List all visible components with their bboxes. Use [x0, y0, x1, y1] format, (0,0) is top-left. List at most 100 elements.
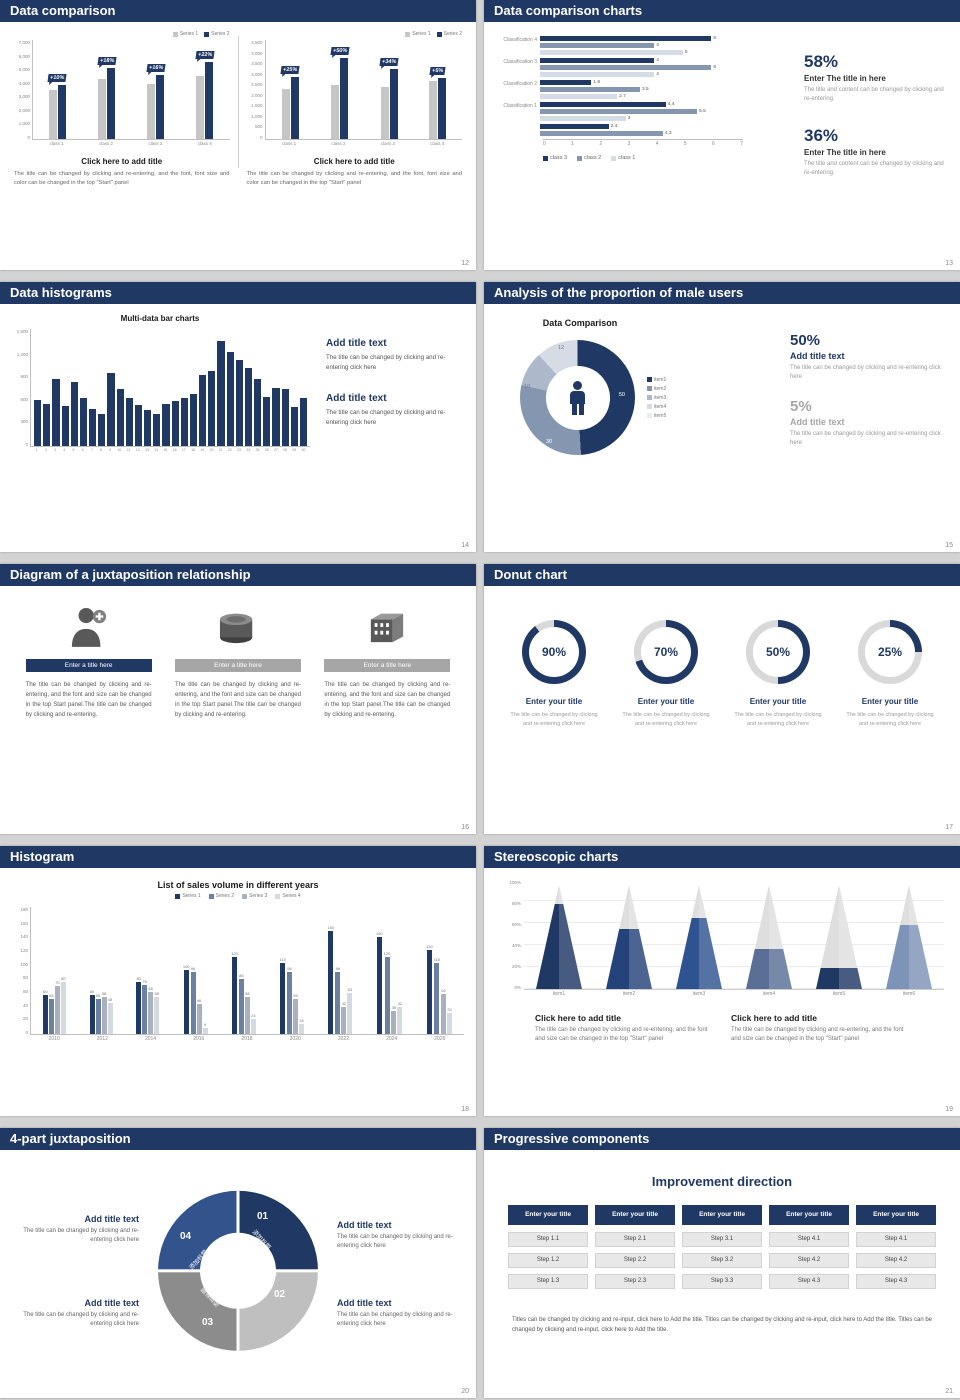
axis-category-label: Classification 4 — [503, 37, 537, 43]
stat-description: The title can be changed by clicking and… — [790, 431, 941, 446]
bar-group: 110 96 55 16 — [280, 957, 304, 1034]
bar-column: 96 — [335, 966, 341, 1034]
legend-label: item2 — [654, 385, 667, 392]
slide-donut-chart[interactable]: Donut chart 90% Enter your title The title… — [484, 564, 960, 834]
y-axis: 7,000 6,000 5,000 4,000 3,000 2,000 1,000 0 — [14, 40, 32, 140]
segment-value-label: 12 — [558, 345, 565, 351]
cone — [536, 885, 582, 989]
bar — [162, 404, 170, 446]
axis-category-label: 2018 — [241, 1036, 253, 1042]
bar-group: +34% — [379, 58, 399, 139]
slide-data-histograms[interactable]: Data histograms Multi-data bar charts 1,… — [0, 282, 476, 552]
segment-number: 02 — [274, 1288, 286, 1300]
bar — [347, 993, 353, 1034]
chart-title: Multi-data bar charts — [120, 314, 200, 323]
axis-category-label: Classification 3 — [503, 59, 537, 65]
horizontal-bar-chart: Classification 4 6 4 5 Classification 3 4 6 4 Cl… — [490, 36, 790, 178]
slide-male-users-analysis[interactable]: Analysis of the proportion of male users… — [484, 282, 960, 552]
axis-category-label: item2 — [622, 991, 636, 997]
donut-percentage: 70% — [641, 627, 691, 677]
slide-histogram[interactable]: Histogram List of sales volume in differ… — [0, 846, 476, 1116]
bar-group: 120 85 58 24 — [231, 951, 256, 1034]
hbar-set: 4.4 5.5 3 — [540, 102, 706, 121]
slide-4-part-juxtaposition[interactable]: 4-part juxtaposition 01 添加标题 02 添加标题 03 添加标题 0… — [0, 1128, 476, 1398]
bar-column: 42 — [397, 1001, 403, 1034]
bar — [79, 398, 88, 446]
slide-stereoscopic-charts[interactable]: Stereoscopic charts 100% 80% 60% 40% 20% 0% i… — [484, 846, 960, 1116]
slide-juxtaposition-diagram[interactable]: Diagram of a juxtaposition relationship … — [0, 564, 476, 834]
hbar-line: 1.8 — [540, 80, 649, 85]
hbar-row: 2.4 4.3 — [490, 124, 790, 136]
column-header-button: Enter your title — [682, 1205, 762, 1225]
value-label: 1.8 — [593, 80, 601, 85]
block-title: Add title text — [337, 1298, 392, 1308]
axis-tick-label: 23 — [237, 448, 242, 452]
page-number: 21 — [945, 1388, 953, 1395]
value-label: 110 — [279, 957, 286, 963]
cone-fill — [816, 968, 862, 989]
bar — [154, 996, 160, 1034]
axis-tick-label: 100% — [509, 880, 521, 885]
axis-tick-label: 40% — [511, 943, 521, 948]
axis-category-label: class 1 — [49, 141, 64, 146]
bar — [148, 992, 154, 1034]
series1-bar — [196, 76, 205, 139]
value-label: 3.5 — [642, 87, 649, 92]
axis-tick-label: 0 — [25, 1029, 28, 1035]
axis-tick-label: 14 — [154, 448, 159, 452]
legend-item: Series 1 — [172, 31, 198, 37]
legend-item: Series 2 — [436, 31, 462, 37]
bar-group: +22% — [195, 50, 215, 139]
text-blocks: Click here to add title The title can be … — [500, 999, 944, 1045]
building-icon — [318, 602, 456, 650]
legend-swatch — [208, 893, 214, 899]
donut-description: The title can be changed by clicking and… — [622, 712, 710, 727]
value-badge: +22% — [195, 50, 215, 59]
x-axis: class 1 class 2 class 3 class 4 — [32, 140, 230, 148]
slide-title: Analysis of the proportion of male users — [494, 285, 744, 300]
step-cell: Step 2.3 — [595, 1274, 675, 1289]
bar — [61, 405, 69, 446]
slide-title: Data histograms — [10, 285, 112, 300]
axis-tick-label: 80 — [22, 975, 28, 981]
bar-column: 130 — [426, 944, 433, 1034]
cone — [606, 885, 652, 989]
step-column: Enter your title Step 3.1 Step 3.2 Step 3.3 — [682, 1205, 762, 1295]
axis-tick-label: 4 — [63, 448, 66, 452]
bar-column: 76 — [142, 979, 148, 1034]
y-axis: 100% 80% 60% 40% 20% 0% — [500, 880, 524, 990]
legend-item: Series 3 — [242, 893, 267, 899]
axis-tick-label: 2,000 — [18, 107, 30, 113]
series2-bar — [340, 58, 349, 139]
male-icon-head — [573, 380, 582, 390]
slide-data-comparison[interactable]: Data comparison Series 1 Series 2 7,000 6,0… — [0, 0, 476, 270]
bar-pair — [49, 85, 67, 139]
legend-label: Series 3 — [249, 893, 268, 899]
legend-swatch — [647, 395, 652, 400]
axis-tick-label: 7 — [90, 448, 93, 452]
bar — [196, 1004, 202, 1034]
axis-tick-label: 22 — [227, 448, 232, 452]
cone-fill — [746, 949, 792, 989]
value-label: 100 — [182, 963, 190, 969]
hbar — [540, 50, 683, 55]
bar-group: 130 110 62 32 — [426, 944, 453, 1034]
axis-tick-label: 180 — [20, 907, 28, 912]
chart-caption-title: Click here to add title — [313, 157, 395, 166]
slide-title-bar: Histogram — [0, 846, 476, 868]
series2-bar — [438, 78, 447, 139]
axis-tick-label: 0% — [514, 985, 521, 990]
value-label: 58 — [245, 990, 250, 996]
block-description: The title can be changed by clicking and… — [23, 1312, 139, 1328]
value-label: 55 — [49, 992, 54, 998]
axis-tick-label: 7,000 — [18, 40, 30, 45]
donut-gauge: 50% — [746, 620, 810, 684]
bar — [441, 994, 447, 1034]
item-description: The title can be changed by clicking and… — [174, 682, 301, 718]
bar — [208, 370, 216, 446]
nurse-icon — [20, 602, 158, 650]
bar-column: 160 — [328, 925, 334, 1034]
slide-progressive-components[interactable]: Progressive components Improvement direc… — [484, 1128, 960, 1398]
